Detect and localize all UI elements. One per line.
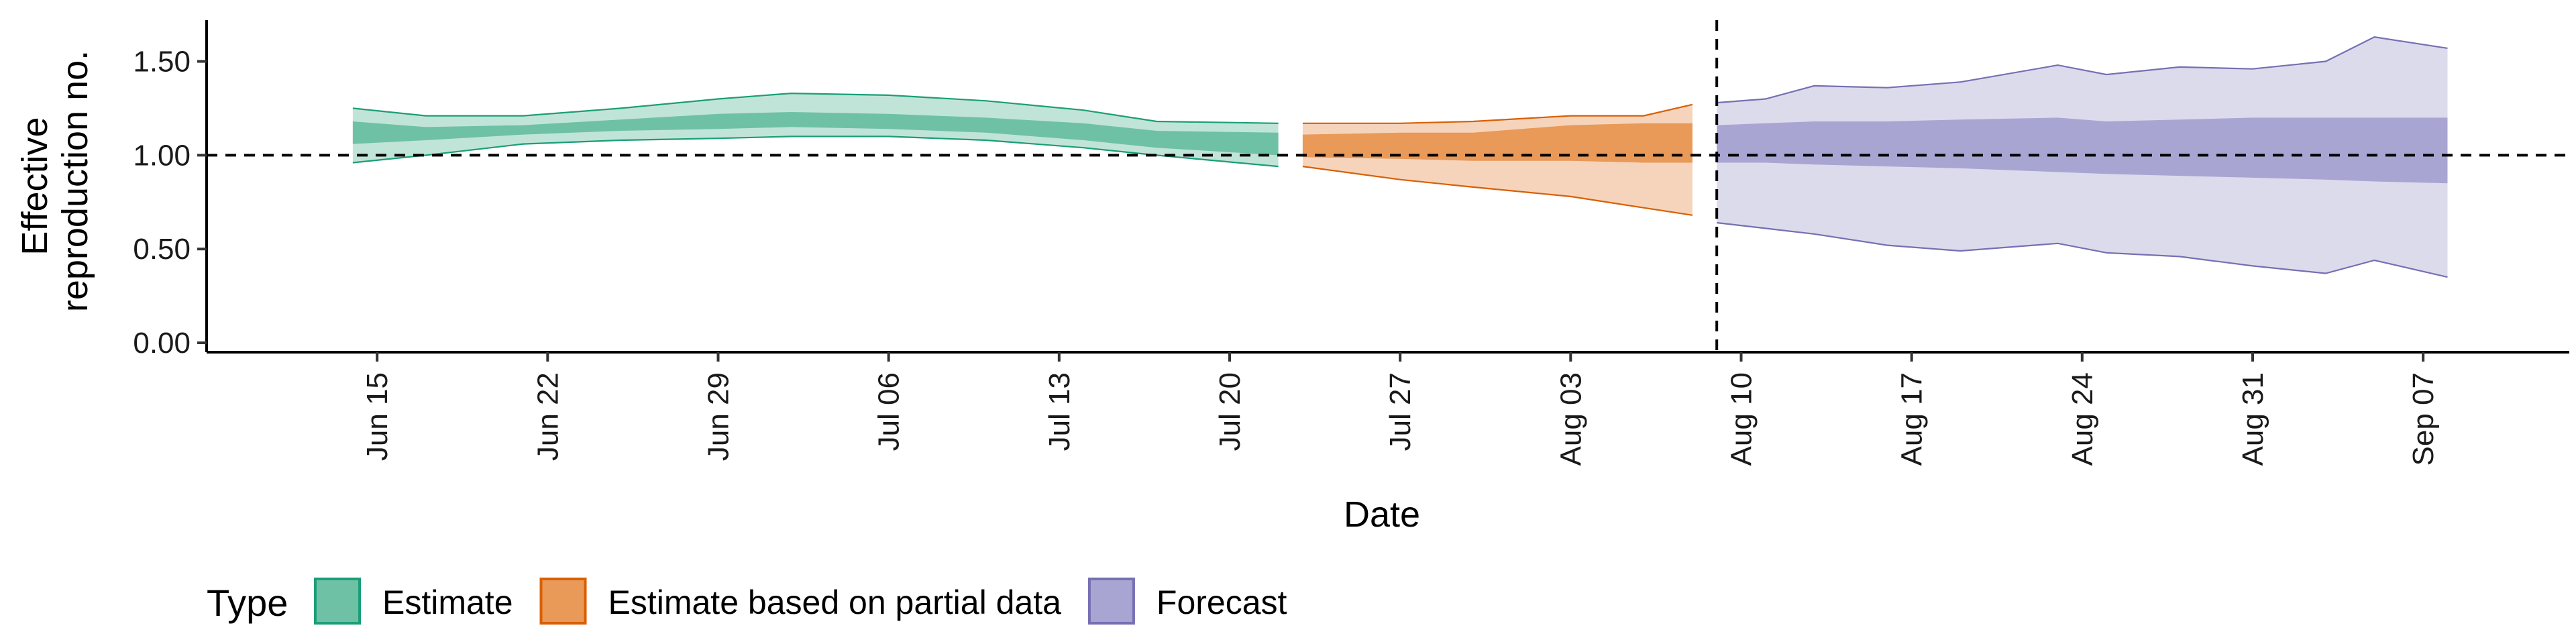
legend-swatch <box>314 578 361 625</box>
y-axis-title-line-2: reproduction no. <box>55 50 95 312</box>
y-tick-label: 0.50 <box>133 233 191 266</box>
x-tick-label: Jun 29 <box>702 372 735 461</box>
band-upper-outline-2 <box>1717 36 2448 104</box>
x-tick-label: Jul 13 <box>1043 372 1076 451</box>
band-50-2 <box>1717 117 2448 184</box>
x-tick-label: Sep 07 <box>2407 372 2440 466</box>
x-tick-label: Aug 31 <box>2237 372 2269 466</box>
x-tick-label: Jul 27 <box>1384 372 1417 451</box>
x-tick-label: Jul 20 <box>1214 372 1246 451</box>
x-tick-label: Jul 06 <box>873 372 906 451</box>
x-tick-label: Jun 15 <box>361 372 394 461</box>
band-lower-outline-2 <box>1717 221 2448 278</box>
y-tick-label: 1.00 <box>133 139 191 172</box>
y-axis-ticks: 0.00 0.50 1.00 1.50 <box>133 46 207 360</box>
y-tick-label: 1.50 <box>133 46 191 78</box>
band-50-0 <box>352 112 1279 156</box>
chart-axes <box>205 20 2569 354</box>
x-tick-label: Aug 17 <box>1896 372 1929 466</box>
legend: Type Estimate Estimate based on partial d… <box>207 578 1287 625</box>
legend-label: Estimate based on partial data <box>608 584 1062 621</box>
legend-label: Estimate <box>382 584 513 621</box>
y-axis-title-line-1: Effective <box>15 117 55 255</box>
y-tick-label: 0.00 <box>133 327 191 360</box>
legend-swatch <box>1087 578 1135 625</box>
band-lower-outline-0 <box>352 136 1279 168</box>
x-axis-ticks: Jun 15 Jun 22 Jun 29 Jul 06 Jul 13 Jul 20 Jul … <box>361 352 2440 466</box>
legend-label: Forecast <box>1157 584 1287 621</box>
band-upper-outline-0 <box>352 92 1279 124</box>
series-1 <box>1302 103 1693 216</box>
x-axis-title: Date <box>1344 494 1420 535</box>
y-axis-title: Effective reproduction no. <box>15 50 95 312</box>
legend-title: Type <box>207 582 288 624</box>
legend-swatch <box>539 578 587 625</box>
x-tick-label: Jun 22 <box>531 372 564 461</box>
series-2 <box>1717 36 2448 278</box>
band-lower-outline-1 <box>1302 166 1693 216</box>
band-50-1 <box>1302 123 1693 163</box>
x-tick-label: Aug 03 <box>1554 372 1587 466</box>
band-upper-outline-1 <box>1302 103 1693 124</box>
x-tick-label: Aug 24 <box>2066 372 2099 466</box>
series-0 <box>352 92 1279 168</box>
chart-bands <box>352 36 2448 278</box>
x-tick-label: Aug 10 <box>1725 372 1758 466</box>
